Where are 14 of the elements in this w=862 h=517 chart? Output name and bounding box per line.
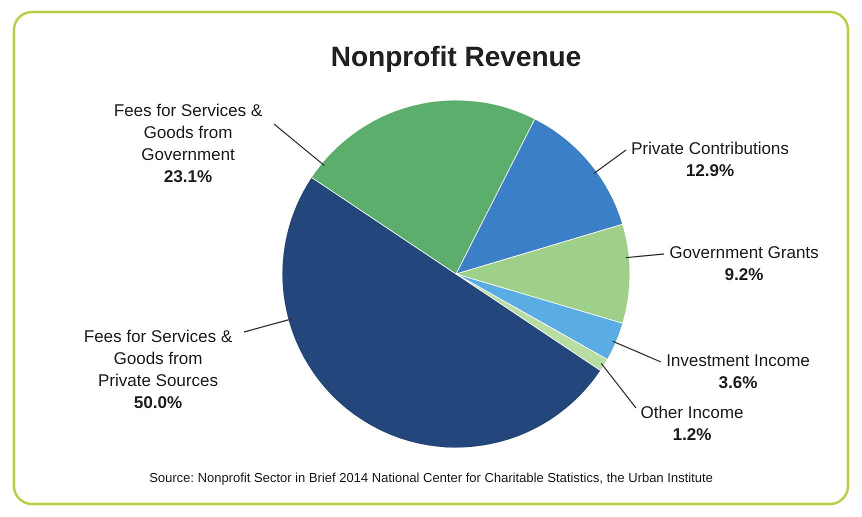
data-label: 12.9%	[686, 161, 734, 180]
slice-label: Other Income	[640, 403, 744, 422]
slice-label: Fees for Services & Goods from Private Sources	[84, 327, 233, 390]
source-note: Source: Nonprofit Sector in Brief 2014 National Center for Charitable Statistics, the Urban Institute	[149, 470, 713, 485]
data-label: 23.1%	[164, 167, 212, 186]
slice-label: Private Contributions	[631, 139, 789, 158]
slice-label: Investment Income	[666, 351, 810, 370]
data-label: 50.0%	[134, 393, 182, 412]
chart-title: Nonprofit Revenue	[330, 41, 582, 72]
slice-label: Fees for Services & Goods from Government	[114, 101, 263, 164]
data-label: 9.2%	[724, 265, 764, 284]
slice-label: Government Grants	[669, 243, 819, 262]
data-label: 3.6%	[718, 373, 758, 392]
data-label: 1.2%	[672, 425, 712, 444]
